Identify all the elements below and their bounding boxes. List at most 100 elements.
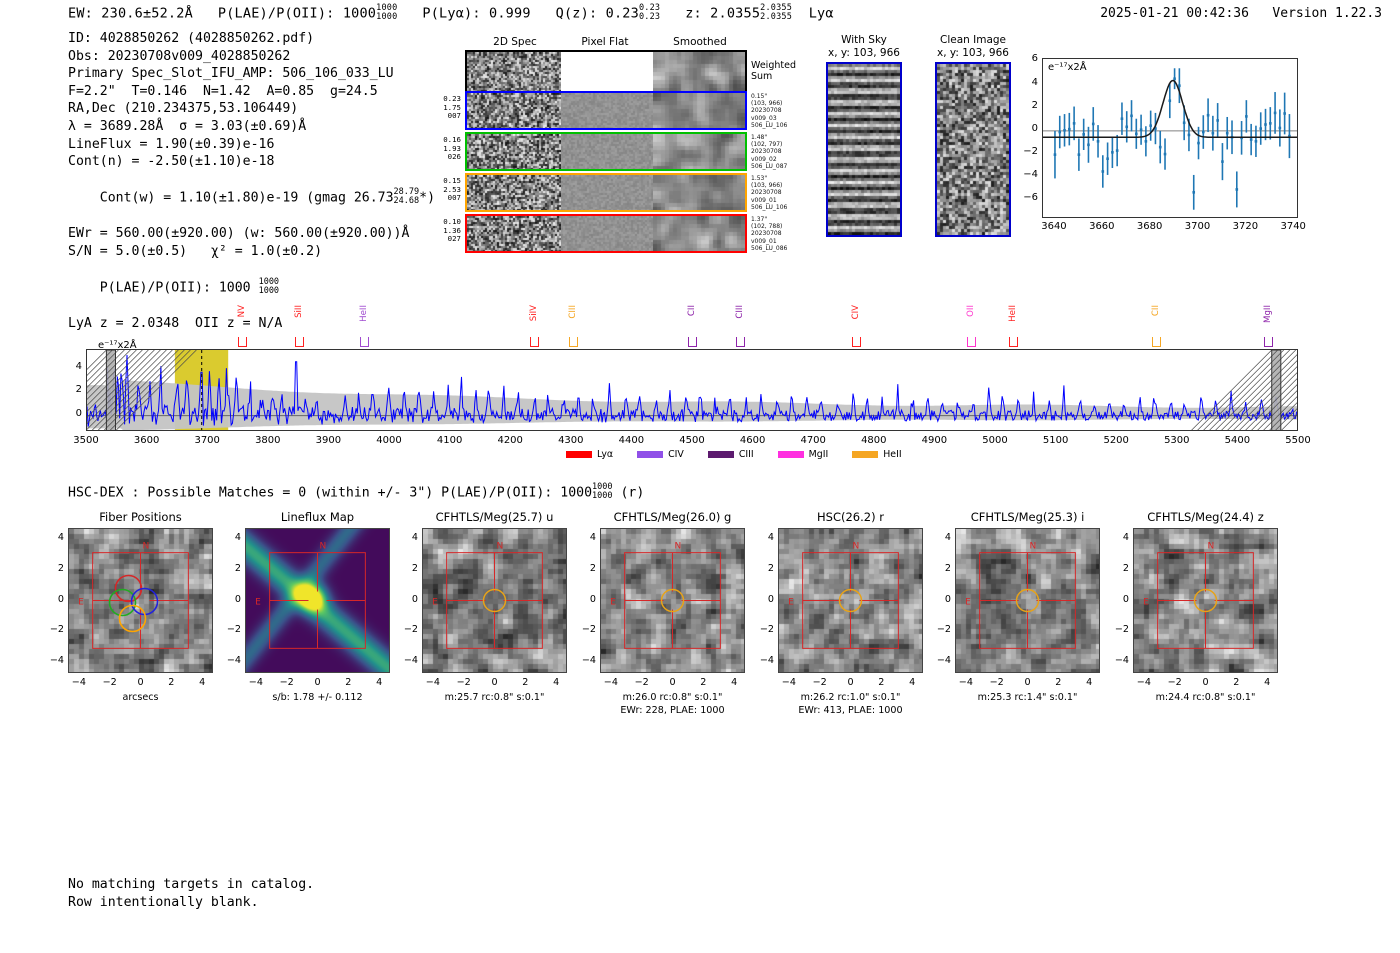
spectrum-line-marker-label: OII: [965, 305, 976, 317]
spec2d-row-2dspec: [467, 216, 561, 251]
spectrum-line-marker-bracket: [736, 337, 746, 347]
linefit-ytick: 4: [1031, 76, 1038, 88]
cutout-caption-line: EWr: 228, PLAE: 1000: [620, 704, 725, 716]
header-timestamp-block: 2025-01-21 00:42:36 Version 1.22.3: [1100, 6, 1382, 21]
cutout-ytick: 4: [589, 531, 596, 543]
cutout-xtick: −4: [248, 677, 263, 688]
cutout-ytick: −4: [403, 655, 418, 667]
cutout-caption-line: m:25.7 rc:0.8" s:0.1": [444, 692, 545, 703]
cutout-image: [422, 528, 567, 673]
spec2d-row-pixelflat: [561, 175, 653, 210]
header-line-id: Lyα: [808, 5, 834, 22]
linefit-ytick: −6: [1023, 192, 1038, 204]
spectrum-xtick: 5000: [982, 435, 1008, 446]
target-info-block: ID: 4028850262 (4028850262.pdf) Obs: 202…: [68, 30, 435, 332]
spec2d-row-meta: 1.53" (103, 966) 20230708 v009_01 506_LU_106: [751, 175, 788, 211]
info-obs: Obs: 20230708v009_4028850262: [68, 48, 291, 64]
spectrum-line-marker-bracket: [1009, 337, 1019, 347]
cutout-ytick: −2: [1114, 624, 1129, 636]
header-z: z: 2.0355: [685, 5, 761, 22]
cutout-caption: m:25.7 rc:0.8" s:0.1": [400, 692, 589, 705]
cutout-xtick: −2: [279, 677, 294, 688]
sky-image-with-sky: [826, 62, 902, 237]
spectrum-xtick: 4300: [558, 435, 584, 446]
info-radec: RA,Dec (210.234375,53.106449): [68, 101, 299, 117]
header-summary: EW: 230.6±52.2Å P(LAE)/P(OII): 1000 1000 1…: [68, 3, 834, 22]
spectrum-flux-unit: e⁻¹⁷x2Å: [98, 340, 137, 351]
spectrum-legend-item: HeII: [852, 449, 902, 460]
spec2d-row-2dspec: [467, 175, 561, 210]
spectrum-line-marker-label: CIV: [850, 305, 861, 320]
cutout-ytick: −2: [936, 624, 951, 636]
cutout-ytick: 0: [411, 593, 418, 605]
cutout-xtick: 2: [345, 677, 352, 688]
spec2d-row-stats: 0.10 1.36 027: [443, 217, 461, 244]
legend-label: CIV: [668, 449, 684, 460]
info-gmag-range: 28.79 24.68: [393, 187, 420, 206]
spec2d-weighted-sum-label: Weighted Sum: [751, 60, 796, 82]
cutout-caption-line: arcsecs: [122, 692, 159, 703]
cutout-xtick: −4: [1136, 677, 1151, 688]
spec2d-row-2dspec: [467, 134, 561, 169]
cutout-xtick: 2: [878, 677, 885, 688]
spec2d-row-smoothed: [653, 175, 745, 210]
sky-panel-header: With Sky x, y: 103, 966: [808, 34, 920, 60]
cutout-xtick: −4: [603, 677, 618, 688]
info-id: ID: 4028850262 (4028850262.pdf): [68, 31, 315, 46]
spectrum-line-marker-label: CIII: [567, 305, 578, 319]
cutout-title: HSC(26.2) r: [817, 510, 884, 524]
cutout-image: [245, 528, 390, 673]
spectrum-legend-item: CIV: [637, 449, 684, 460]
legend-swatch: [707, 451, 734, 458]
cutout-xtick: 0: [847, 677, 854, 688]
cutout-ytick: 2: [411, 562, 418, 574]
cutout-ytick: −4: [1114, 655, 1129, 667]
cutout-ytick: −4: [226, 655, 241, 667]
info-lineflux: LineFlux = 1.90(±0.39)e-16: [68, 136, 275, 152]
spec2d-weighted-sum-row: [465, 50, 747, 94]
cutout-ytick: −4: [581, 655, 596, 667]
cutout-xtick: 0: [314, 677, 321, 688]
cutout-caption-line: s/b: 1.78 +/- 0.112: [272, 692, 363, 703]
cutout-ytick: 0: [944, 593, 951, 605]
sky-panel-coords: x, y: 103, 966: [937, 47, 1009, 59]
header-z-range: 2.0355 2.0355: [760, 3, 793, 22]
cutout-ytick: −2: [226, 624, 241, 636]
cutout-ytick: 4: [767, 531, 774, 543]
cutout-caption-line: m:26.0 rc:0.8" s:0.1": [622, 692, 723, 703]
cutout-ytick: 2: [1122, 562, 1129, 574]
cutout-image: [778, 528, 923, 673]
cutout-xtick: −4: [958, 677, 973, 688]
cutout-xtick: −2: [989, 677, 1004, 688]
cutout-ytick: −2: [49, 624, 64, 636]
cutout-xtick: 2: [1233, 677, 1240, 688]
header-qz: Q(z): 0.23: [555, 5, 639, 22]
linefit-xtick: 3740: [1280, 221, 1306, 232]
linefit-ytick: 0: [1031, 122, 1038, 134]
cutout-xtick: 4: [1264, 677, 1271, 688]
sky-panel-title: Clean Image: [939, 34, 1007, 46]
legend-swatch: [777, 451, 804, 458]
header-plae-range: 1000 1000: [376, 3, 398, 22]
spectrum-xtick: 4200: [497, 435, 523, 446]
spectrum-xtick: 4800: [861, 435, 887, 446]
cutout-title: CFHTLS/Meg(24.4) z: [1147, 510, 1264, 524]
spec2d-row: [465, 91, 747, 130]
spec2d-row-pixelflat: [561, 93, 653, 128]
cutout-ytick: −2: [759, 624, 774, 636]
spectrum-legend-item: MgII: [777, 449, 828, 460]
spectrum-line-marker-label: CIII: [735, 305, 746, 319]
spectrum-xtick: 3600: [133, 435, 160, 446]
cutout-ytick: −4: [759, 655, 774, 667]
cutout-ytick: 0: [234, 593, 241, 605]
spectrum-line-marker-bracket: [966, 337, 976, 347]
spectrum-legend-item: CIII: [707, 449, 754, 460]
linefit-xtick: 3720: [1232, 221, 1259, 232]
cutout-title: Lineflux Map: [280, 510, 355, 524]
cutout-xtick: 0: [491, 677, 498, 688]
linefit-flux-unit: e⁻¹⁷x2Å: [1048, 62, 1087, 73]
info-cont-n: Cont(n) = -2.50(±1.10)e-18: [68, 154, 275, 170]
cutout-caption: arcsecs: [46, 692, 235, 705]
linefit-xtick: 3660: [1089, 221, 1115, 232]
spec2d-row-smoothed: [653, 93, 745, 128]
